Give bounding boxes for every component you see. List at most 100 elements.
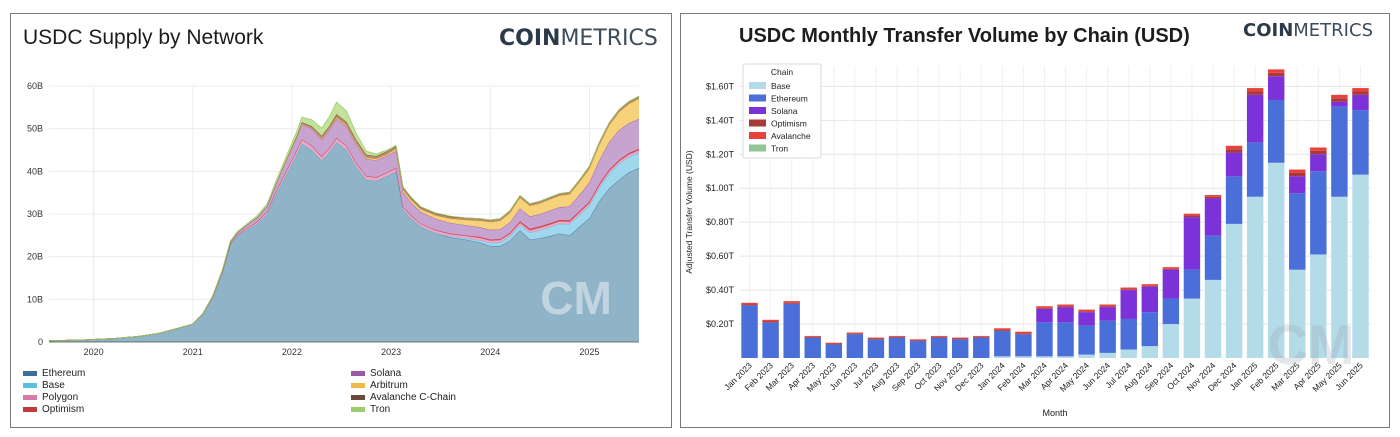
legend-label: Tron	[771, 144, 788, 154]
bar-segment-base	[1162, 324, 1180, 358]
x-tick-label: 2022	[282, 347, 302, 357]
bar-segment-base	[1289, 269, 1306, 358]
x-tick-label: 2025	[579, 347, 599, 357]
bar-segment-optimism	[825, 343, 843, 345]
bar-segment-avalanche	[1078, 309, 1095, 312]
legend-label: Ethereum	[42, 367, 86, 379]
x-tick-label: 2023	[381, 347, 401, 357]
bar-segment-optimism	[804, 336, 821, 338]
legend-label: Arbitrum	[370, 379, 408, 391]
bar-segment-base	[1099, 352, 1116, 358]
bar-segment-ethereum	[1225, 176, 1243, 224]
bar-segment-optimism	[1099, 306, 1116, 308]
y-tick-label: 50B	[27, 124, 43, 134]
y-tick-label: $1.60T	[706, 81, 735, 91]
bar-segment-solana	[1120, 290, 1137, 319]
bar-segment-ethereum	[1289, 193, 1306, 270]
bar-segment-ethereum	[1204, 235, 1222, 280]
bar-segment-optimism	[783, 302, 800, 304]
legend-item: Tron	[351, 403, 390, 415]
bar-segment-optimism	[930, 336, 948, 338]
bar-segment-optimism	[1057, 306, 1074, 308]
bar-segment-optimism	[1267, 72, 1285, 77]
legend-label: Base	[771, 81, 791, 91]
bar-segment-base	[1078, 354, 1095, 358]
bar-segment-optimism	[741, 304, 758, 306]
legend-swatch	[749, 119, 766, 127]
bar-segment-optimism	[1225, 149, 1243, 153]
bar-segment-avalanche	[783, 301, 800, 303]
bar-segment-ethereum	[888, 337, 906, 358]
bar-segment-avalanche	[973, 335, 990, 337]
bar-segment-avalanche	[804, 335, 821, 337]
bar-segment-ethereum	[1352, 110, 1369, 175]
legend-swatch	[749, 107, 766, 114]
bar-segment-optimism	[1246, 91, 1264, 95]
legend-swatch	[23, 406, 37, 412]
bar-segment-avalanche	[1289, 169, 1306, 173]
legend-swatch	[749, 94, 766, 102]
y-tick-label: 10B	[27, 294, 43, 304]
legend-swatch	[23, 382, 37, 388]
legend-label: Optimism	[771, 119, 807, 129]
bar-segment-optimism	[951, 338, 969, 340]
bar-segment-solana	[1141, 286, 1159, 313]
bar-segment-ethereum	[1183, 269, 1201, 299]
x-tick-label: 2024	[480, 347, 500, 357]
bar-segment-solana	[1183, 217, 1201, 270]
bar-segment-optimism	[1078, 311, 1095, 313]
bar-segment-base	[1141, 346, 1159, 358]
bar-segment-avalanche	[1120, 287, 1137, 290]
bar-segment-ethereum	[1310, 171, 1327, 255]
supply-area-chart: 0 10B 20B 30B 40B 50B 60B 2020 2021 2022 2023 2024 2…	[27, 81, 640, 357]
volume-chart-panel: USDC Monthly Transfer Volume by Chain (U…	[680, 13, 1390, 428]
area-edge-tron	[48, 95, 640, 342]
legend-item: Base	[23, 379, 65, 391]
bar-segment-ethereum	[973, 337, 990, 358]
supply-chart-title: USDC Supply by Network	[23, 26, 264, 49]
bar-segment-avalanche	[741, 302, 758, 305]
bar-segment-avalanche	[1057, 304, 1074, 307]
legend-swatch	[23, 370, 37, 376]
bar-segment-ethereum	[930, 337, 948, 358]
bar-segment-avalanche	[888, 335, 906, 337]
bar-segment-solana	[1099, 307, 1116, 321]
bar-segment-solana	[1267, 76, 1285, 100]
bar-segment-solana	[1246, 94, 1264, 143]
bar-segment-ethereum	[1162, 298, 1180, 325]
y-tick-label: $1.40T	[706, 115, 735, 125]
y-tick-label: $0.20T	[706, 319, 735, 329]
legend-label: Solana	[771, 106, 798, 116]
bar-segment-ethereum	[825, 344, 843, 358]
bar-segment-avalanche	[951, 337, 969, 339]
bar-segment-optimism	[1352, 91, 1369, 95]
bar-segment-base	[1204, 279, 1222, 358]
volume-chart-title: USDC Monthly Transfer Volume by Chain (U…	[739, 25, 1190, 47]
bar-segment-avalanche	[1331, 94, 1348, 99]
bar-segment-ethereum	[994, 330, 1011, 357]
cm-watermark: CM	[540, 272, 612, 324]
bar-segment-avalanche	[846, 332, 864, 334]
coinmetrics-logo-right: COINMETRICS	[1243, 20, 1373, 41]
legend-swatch	[351, 406, 365, 412]
bar-segment-solana	[1331, 101, 1348, 107]
legend-swatch	[351, 394, 365, 400]
legend-swatch	[749, 144, 766, 152]
bar-segment-base	[1015, 356, 1032, 358]
legend-label: Optimism	[42, 403, 85, 415]
bar-segment-optimism	[1331, 98, 1348, 102]
bar-segment-avalanche	[1204, 195, 1222, 197]
y-tick-label: $0.80T	[706, 217, 735, 227]
y-tick-label: $0.60T	[706, 251, 735, 261]
bar-segment-ethereum	[951, 339, 969, 358]
volume-bar-chart: $0.20T $0.40T $0.60T $0.80T $1.00T $1.20T $1.4…	[684, 63, 1371, 418]
legend-item: Ethereum	[23, 367, 85, 379]
legend-label: Avalanche C-Chain	[370, 391, 456, 403]
legend-label: Tron	[370, 403, 391, 415]
bar-segment-base	[1352, 174, 1369, 358]
bar-segment-base	[1057, 356, 1074, 358]
bar-segment-ethereum	[741, 305, 758, 358]
bar-segment-optimism	[994, 329, 1011, 331]
bar-segment-optimism	[762, 321, 779, 323]
bar-segment-base	[1246, 196, 1264, 358]
